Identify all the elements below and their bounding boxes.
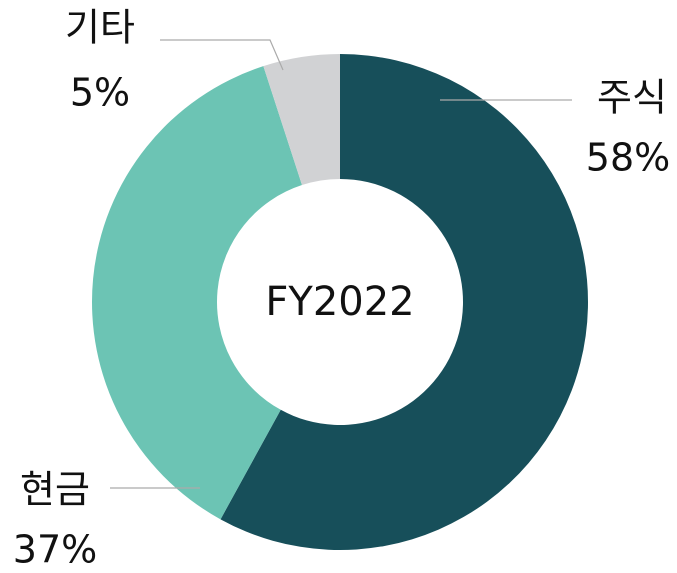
value-label: 5% [70, 71, 130, 115]
slice-label: 기타 [65, 6, 135, 50]
donut-slice [263, 54, 340, 186]
donut-slice [220, 54, 588, 551]
leader-line [160, 39, 284, 71]
center-label: FY2022 [265, 279, 414, 325]
donut-slice [92, 66, 302, 520]
value-label: 37% [13, 528, 97, 572]
slice-label: 주식 [597, 76, 667, 120]
slice-label: 현금 [20, 468, 90, 512]
value-label: 58% [586, 136, 670, 180]
